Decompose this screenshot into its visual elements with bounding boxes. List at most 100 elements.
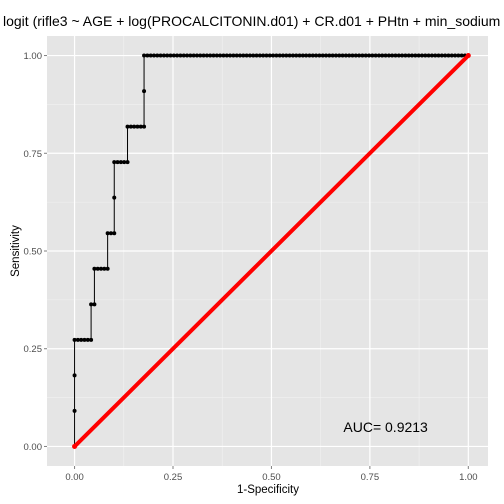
roc-point — [151, 53, 156, 58]
roc-point — [367, 53, 372, 58]
roc-point — [439, 53, 444, 58]
y-axis: 0.00 0.25 0.50 0.75 1.00 — [24, 51, 47, 453]
x-axis-title: 1-Specificity — [237, 484, 299, 496]
reference-diagonal-point — [72, 443, 78, 449]
roc-point — [436, 53, 441, 58]
roc-point — [459, 53, 464, 58]
roc-point — [383, 53, 388, 58]
roc-point — [238, 53, 243, 58]
roc-point — [211, 53, 216, 58]
roc-point — [228, 53, 233, 58]
roc-point — [178, 53, 183, 58]
y-tick-label: 0.25 — [24, 344, 43, 355]
roc-point — [267, 53, 272, 58]
x-tick-label: 0.25 — [164, 472, 183, 483]
roc-point — [224, 53, 229, 58]
roc-point — [165, 53, 170, 58]
roc-point — [142, 89, 147, 94]
roc-point — [443, 53, 448, 58]
roc-point — [118, 160, 123, 165]
roc-point — [251, 53, 256, 58]
y-axis-title: Sensitivity — [10, 225, 22, 277]
roc-point — [449, 53, 454, 58]
roc-point — [406, 53, 411, 58]
roc-point — [274, 53, 279, 58]
roc-point — [161, 53, 166, 58]
roc-point — [142, 53, 147, 58]
roc-point — [125, 124, 130, 129]
roc-point — [284, 53, 289, 58]
roc-point — [433, 53, 438, 58]
roc-point — [370, 53, 375, 58]
roc-point — [171, 53, 176, 58]
roc-point — [287, 53, 292, 58]
roc-point — [142, 124, 147, 129]
roc-point — [221, 53, 226, 58]
roc-point — [320, 53, 325, 58]
roc-point — [333, 53, 338, 58]
roc-point — [330, 53, 335, 58]
roc-point — [102, 266, 107, 271]
roc-point — [363, 53, 368, 58]
roc-point — [132, 124, 137, 129]
roc-point — [201, 53, 206, 58]
roc-point — [72, 337, 77, 342]
roc-point — [294, 53, 299, 58]
roc-point — [390, 53, 395, 58]
x-tick-label: 0.50 — [262, 472, 281, 483]
x-tick-label: 1.00 — [459, 472, 478, 483]
roc-point — [108, 231, 113, 236]
roc-point — [194, 53, 199, 58]
roc-point — [175, 53, 180, 58]
roc-point — [290, 53, 295, 58]
roc-point — [393, 53, 398, 58]
roc-point — [95, 266, 100, 271]
roc-point — [82, 337, 87, 342]
roc-point — [204, 53, 209, 58]
y-tick-label: 0.00 — [24, 442, 43, 453]
roc-point — [112, 231, 117, 236]
roc-point — [456, 53, 461, 58]
x-tick-label: 0.00 — [65, 472, 84, 483]
roc-point — [271, 53, 276, 58]
roc-point — [360, 53, 365, 58]
y-tick-label: 0.50 — [24, 247, 43, 258]
roc-point — [446, 53, 451, 58]
y-tick-label: 1.00 — [24, 51, 43, 62]
roc-point — [340, 53, 345, 58]
roc-point — [300, 53, 305, 58]
roc-point — [416, 53, 421, 58]
roc-point — [317, 53, 322, 58]
roc-point — [125, 160, 130, 165]
roc-point — [420, 53, 425, 58]
roc-point — [155, 53, 160, 58]
roc-point — [231, 53, 236, 58]
roc-point — [247, 53, 252, 58]
roc-point — [105, 231, 110, 236]
roc-point — [208, 53, 213, 58]
reference-diagonal-line — [72, 53, 471, 449]
roc-point — [297, 53, 302, 58]
roc-point — [99, 266, 104, 271]
reference-diagonal-point — [465, 53, 471, 59]
x-tick-label: 0.75 — [361, 472, 380, 483]
roc-point — [410, 53, 415, 58]
roc-point — [115, 160, 120, 165]
roc-point — [350, 53, 355, 58]
roc-point — [257, 53, 262, 58]
roc-point — [92, 302, 97, 307]
roc-point — [92, 266, 97, 271]
roc-point — [380, 53, 385, 58]
roc-point — [85, 337, 90, 342]
roc-point — [453, 53, 458, 58]
roc-point — [254, 53, 259, 58]
series-layer — [72, 53, 471, 449]
roc-point — [75, 337, 80, 342]
roc-point — [79, 337, 84, 342]
roc-point — [158, 53, 163, 58]
roc-point — [307, 53, 312, 58]
roc-point — [185, 53, 190, 58]
roc-point — [148, 53, 153, 58]
roc-point — [89, 302, 94, 307]
